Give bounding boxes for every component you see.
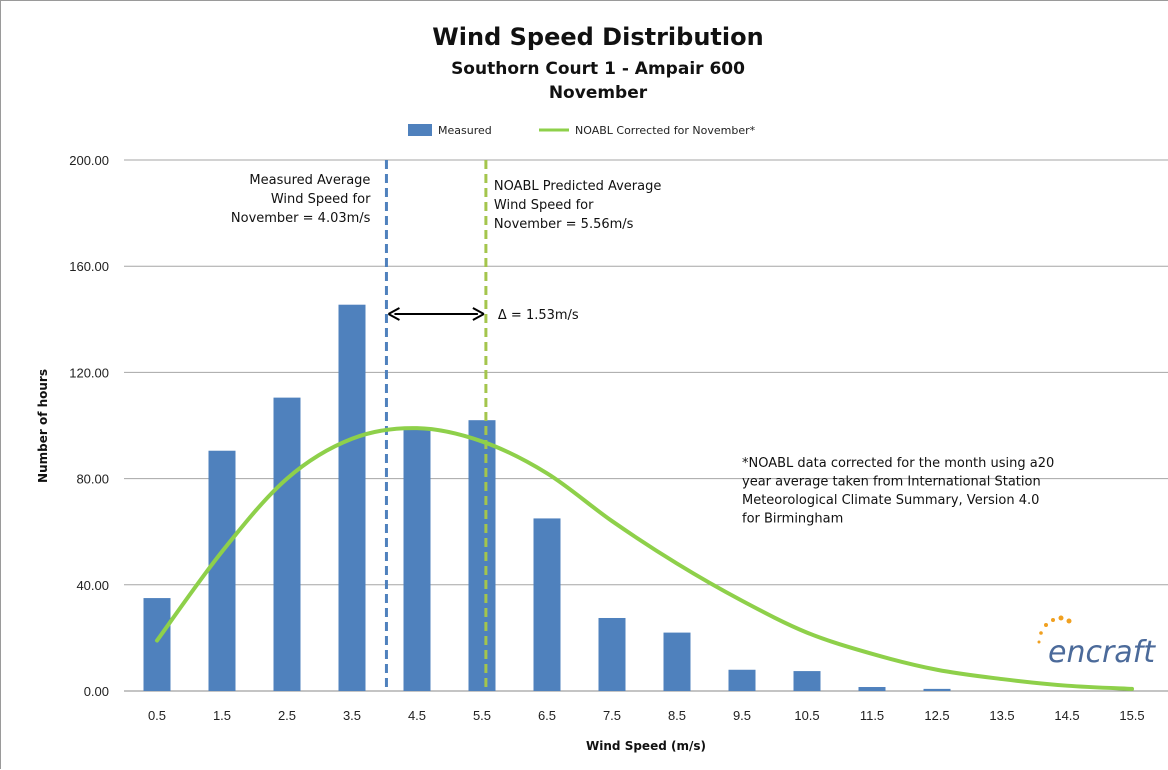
logo-text: encraft (1048, 635, 1156, 670)
encraft-logo: encraft (1037, 615, 1156, 670)
x-axis-ticks: 0.5 1.5 2.5 3.5 4.5 5.5 6.5 7.5 8.5 9.5 10.5 11.5 12… (148, 708, 1145, 723)
footnote-line: year average taken from International St… (742, 475, 1041, 490)
difference-arrow-head-left (387, 307, 400, 321)
x-tick-label: 10.5 (794, 708, 819, 723)
logo-dot (1051, 618, 1055, 622)
measured-bar (728, 669, 756, 691)
reference-lines (384, 160, 488, 691)
noabl-line (155, 426, 1134, 691)
measured-bar (923, 688, 951, 691)
logo-dot (1037, 640, 1041, 644)
y-tick-label: 40.00 (76, 578, 109, 593)
x-tick-label: 11.5 (860, 708, 884, 723)
x-tick-label: 12.5 (924, 708, 949, 723)
measured-bar (338, 304, 366, 691)
measured-bar (208, 450, 236, 691)
x-tick-label: 0.5 (148, 708, 166, 723)
difference-arrow-head-right (472, 307, 485, 321)
noabl-average-label-line: November = 5.56m/s (494, 217, 634, 232)
x-tick-label: 15.5 (1119, 708, 1144, 723)
x-tick-label: 3.5 (343, 708, 361, 723)
logo-dot (1039, 631, 1043, 635)
x-tick-label: 13.5 (989, 708, 1014, 723)
measured-bar (858, 687, 886, 691)
x-tick-label: 6.5 (538, 708, 556, 723)
legend-label-measured: Measured (438, 124, 492, 137)
y-axis-ticks: 0.00 40.00 80.00 120.00 160.00 200.00 (69, 153, 109, 699)
chart-title: Wind Speed Distribution (432, 23, 763, 51)
measured-average-label-line: November = 4.03m/s (231, 211, 371, 226)
legend-label-noabl: NOABL Corrected for November* (575, 124, 756, 137)
noabl-average-label-line: NOABL Predicted Average (494, 179, 661, 194)
x-tick-label: 1.5 (213, 708, 231, 723)
y-tick-label: 160.00 (69, 259, 109, 274)
x-tick-label: 7.5 (603, 708, 621, 723)
footnote-line: for Birmingham (742, 512, 843, 527)
x-tick-label: 14.5 (1054, 708, 1079, 723)
logo-dot (1066, 618, 1072, 624)
x-tick-label: 2.5 (278, 708, 296, 723)
annotations: Measured Average Wind Speed for November =… (231, 173, 1054, 527)
measured-average-label-line: Measured Average (249, 173, 370, 188)
measured-bar (533, 518, 561, 691)
y-tick-label: 120.00 (69, 365, 109, 380)
logo-dot (1044, 623, 1048, 627)
footnote-line: Meteorological Climate Summary, Version … (742, 493, 1039, 508)
y-tick-label: 80.00 (76, 472, 109, 487)
x-tick-label: 5.5 (473, 708, 491, 723)
chart-subtitle-line-2: November (549, 83, 648, 103)
y-axis-title: Number of hours (36, 369, 50, 483)
x-axis-title: Wind Speed (m/s) (586, 739, 706, 753)
measured-bar (663, 632, 691, 691)
measured-bars (143, 304, 951, 691)
measured-bar (273, 397, 301, 691)
difference-label: Δ = 1.53m/s (498, 308, 579, 323)
measured-bar (598, 617, 626, 691)
x-tick-label: 8.5 (668, 708, 686, 723)
legend: Measured NOABL Corrected for November* (408, 124, 756, 137)
x-tick-label: 4.5 (408, 708, 426, 723)
logo-dot (1058, 615, 1064, 621)
measured-average-label-line: Wind Speed for (271, 192, 371, 207)
x-tick-label: 9.5 (733, 708, 751, 723)
legend-swatch-measured (408, 124, 432, 136)
y-tick-label: 200.00 (69, 153, 109, 168)
noabl-curve (155, 426, 1134, 691)
y-tick-label: 0.00 (84, 684, 109, 699)
measured-bar (143, 598, 171, 691)
measured-bar (403, 429, 431, 691)
measured-bar (468, 420, 496, 691)
noabl-average-label-line: Wind Speed for (494, 198, 594, 213)
footnote-line: *NOABL data corrected for the month usin… (742, 456, 1054, 471)
chart-subtitle-line-1: Southorn Court 1 - Ampair 600 (451, 59, 745, 79)
measured-bar (793, 671, 821, 691)
